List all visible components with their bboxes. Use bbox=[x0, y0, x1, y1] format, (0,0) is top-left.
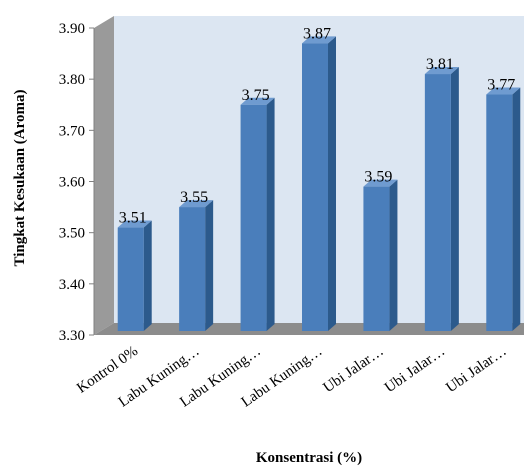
bar-front bbox=[363, 186, 390, 331]
y-tick-label: 3.60 bbox=[59, 175, 85, 191]
bar bbox=[302, 36, 336, 331]
x-axis: Kontrol 0%Labu Kuning…Labu Kuning…Labu K… bbox=[74, 343, 509, 410]
bar-front bbox=[117, 227, 144, 331]
data-label: 3.55 bbox=[180, 189, 208, 206]
bars bbox=[117, 36, 521, 332]
bar bbox=[240, 97, 275, 331]
bar-side bbox=[143, 220, 152, 331]
x-tick-label: Ubi Jalar… bbox=[321, 343, 387, 396]
bar-top bbox=[363, 179, 398, 187]
bar-front bbox=[179, 207, 206, 331]
x-axis-title: Konsentrasi (%) bbox=[256, 450, 362, 466]
y-tick-label: 3.80 bbox=[59, 72, 85, 88]
x-tick-label: Ubi Jalar… bbox=[443, 343, 509, 396]
bar-front bbox=[486, 94, 513, 332]
bar-side bbox=[266, 97, 275, 331]
bar bbox=[424, 67, 459, 332]
y-tick-label: 3.70 bbox=[59, 123, 85, 139]
data-label: 3.75 bbox=[242, 87, 270, 104]
bar-top bbox=[302, 36, 336, 44]
y-tick-label: 3.90 bbox=[59, 21, 85, 37]
bar-top bbox=[486, 87, 521, 95]
bar-side bbox=[512, 87, 521, 332]
data-label: 3.87 bbox=[303, 25, 331, 42]
data-labels: 3.51 3.55 3.75 3.87 3.59 3.81 3.77 bbox=[119, 25, 516, 226]
bar-side bbox=[328, 36, 336, 331]
bar bbox=[486, 87, 521, 332]
bar-side bbox=[450, 67, 459, 332]
y-tick-label: 3.30 bbox=[59, 328, 85, 344]
data-label: 3.59 bbox=[364, 169, 392, 186]
bar-side bbox=[205, 200, 214, 331]
bar-top bbox=[179, 200, 214, 208]
data-label: 3.51 bbox=[119, 210, 147, 227]
bar-front bbox=[424, 74, 451, 332]
data-label: 3.81 bbox=[426, 56, 454, 73]
bar-top bbox=[117, 220, 152, 228]
bar bbox=[363, 179, 398, 331]
x-tick-label: Ubi Jalar… bbox=[382, 343, 448, 396]
bar-front bbox=[240, 104, 267, 331]
bar-top bbox=[424, 67, 459, 75]
bar bbox=[117, 220, 152, 331]
y-tick-label: 3.40 bbox=[59, 277, 85, 293]
bar bbox=[179, 200, 214, 331]
bar-top bbox=[240, 97, 275, 105]
side-wall bbox=[94, 16, 114, 335]
data-label: 3.77 bbox=[487, 77, 515, 94]
y-tick-label: 3.50 bbox=[59, 226, 85, 242]
y-axis-title: Tingkat Kesukaan (Aroma) bbox=[12, 90, 28, 267]
bar-side bbox=[389, 179, 398, 331]
bar-front bbox=[302, 43, 328, 331]
y-axis: 3.30 3.40 3.50 3.60 3.70 3.80 3.90 bbox=[59, 21, 95, 344]
